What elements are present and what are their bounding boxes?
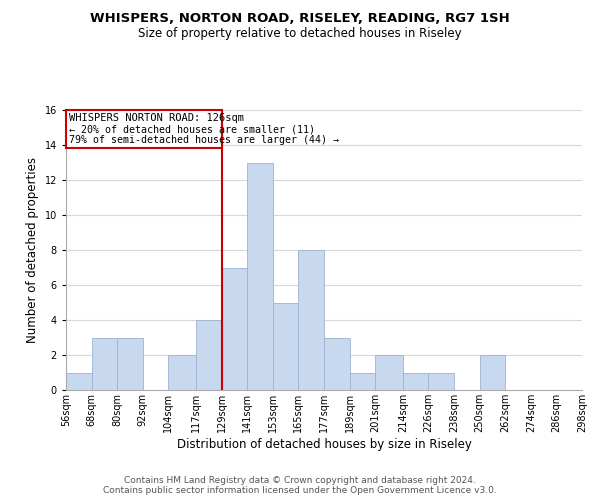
- Y-axis label: Number of detached properties: Number of detached properties: [26, 157, 39, 343]
- Text: Size of property relative to detached houses in Riseley: Size of property relative to detached ho…: [138, 28, 462, 40]
- Bar: [221, 268, 247, 390]
- Bar: [350, 372, 375, 390]
- Text: Contains public sector information licensed under the Open Government Licence v3: Contains public sector information licen…: [103, 486, 497, 495]
- Text: WHISPERS, NORTON ROAD, RISELEY, READING, RG7 1SH: WHISPERS, NORTON ROAD, RISELEY, READING,…: [90, 12, 510, 26]
- Bar: [324, 338, 350, 390]
- Bar: [196, 320, 221, 390]
- Text: WHISPERS NORTON ROAD: 126sqm: WHISPERS NORTON ROAD: 126sqm: [69, 112, 244, 122]
- Bar: [66, 372, 92, 390]
- X-axis label: Distribution of detached houses by size in Riseley: Distribution of detached houses by size …: [176, 438, 472, 450]
- Bar: [169, 355, 196, 390]
- FancyBboxPatch shape: [66, 110, 221, 148]
- Bar: [428, 372, 454, 390]
- Bar: [117, 338, 143, 390]
- Bar: [273, 302, 298, 390]
- Text: Contains HM Land Registry data © Crown copyright and database right 2024.: Contains HM Land Registry data © Crown c…: [124, 476, 476, 485]
- Bar: [479, 355, 505, 390]
- Bar: [403, 372, 428, 390]
- Bar: [92, 338, 117, 390]
- Text: ← 20% of detached houses are smaller (11): ← 20% of detached houses are smaller (11…: [69, 124, 315, 134]
- Bar: [375, 355, 403, 390]
- Text: 79% of semi-detached houses are larger (44) →: 79% of semi-detached houses are larger (…: [69, 136, 339, 145]
- Bar: [247, 162, 273, 390]
- Bar: [298, 250, 324, 390]
